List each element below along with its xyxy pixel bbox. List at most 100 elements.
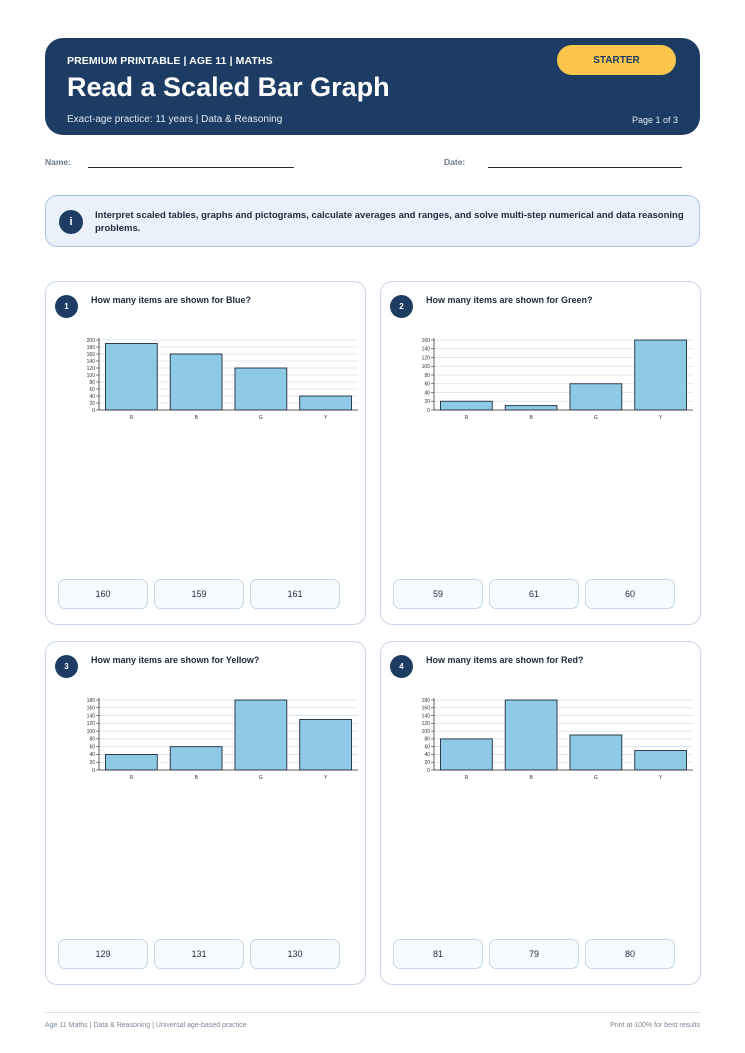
bar-r xyxy=(440,738,493,771)
y-tick-label: 140 xyxy=(422,347,431,353)
y-tick-label: 160 xyxy=(87,352,96,358)
bar-r xyxy=(440,400,493,411)
y-tick-label: 20 xyxy=(424,760,430,766)
y-tick-label: 140 xyxy=(422,713,431,719)
y-tick-label: 40 xyxy=(89,394,95,400)
info-text: Interpret scaled tables, graphs and pict… xyxy=(95,210,684,234)
y-tick-label: 200 xyxy=(87,338,96,344)
y-tick-label: 100 xyxy=(87,729,96,735)
answer-choice[interactable]: 59 xyxy=(393,579,483,609)
bar-r xyxy=(105,753,158,771)
y-tick-label: 180 xyxy=(87,345,96,351)
bar-chart: 0 20 40 60 80 100 120 140 160 R B G Y xyxy=(422,338,693,421)
bar-y xyxy=(299,718,352,771)
answer-choice[interactable]: 129 xyxy=(58,939,148,969)
y-tick-label: 100 xyxy=(87,373,96,379)
x-tick-label: R xyxy=(465,415,469,421)
answer-choice[interactable]: 159 xyxy=(154,579,244,609)
name-label: Name: xyxy=(45,157,71,167)
date-field[interactable] xyxy=(488,167,682,168)
y-tick-label: 0 xyxy=(92,408,95,414)
header-kicker: PREMIUM PRINTABLE | AGE 11 | MATHS xyxy=(67,55,273,67)
y-tick-label: 160 xyxy=(422,338,431,344)
y-tick-label: 100 xyxy=(422,729,431,735)
question-card-3: 3 How many items are shown for Yellow? 0… xyxy=(45,641,366,985)
bar-b xyxy=(504,699,558,771)
bar-b xyxy=(504,405,558,411)
y-tick-label: 40 xyxy=(424,390,430,396)
question-card-1: 1 How many items are shown for Blue? 0 20… xyxy=(45,281,366,625)
footer-left: Age 11 Maths | Data & Reasoning | Univer… xyxy=(45,1022,247,1029)
y-tick-label: 140 xyxy=(87,359,96,365)
y-tick-label: 0 xyxy=(92,768,95,774)
answer-choices: 81 79 80 xyxy=(393,939,675,969)
x-tick-label: Y xyxy=(659,415,663,421)
page-title: Read a Scaled Bar Graph xyxy=(67,72,390,102)
info-box: i Interpret scaled tables, graphs and pi… xyxy=(45,195,700,247)
answer-choices: 59 61 60 xyxy=(393,579,675,609)
x-tick-label: Y xyxy=(659,775,663,781)
answer-choice[interactable]: 79 xyxy=(489,939,579,969)
y-tick-label: 180 xyxy=(87,698,96,704)
y-tick-label: 120 xyxy=(422,355,431,361)
x-tick-label: B xyxy=(529,775,533,781)
page-indicator: Page 1 of 3 xyxy=(631,115,678,125)
y-tick-label: 20 xyxy=(424,399,430,405)
answer-choice[interactable]: 160 xyxy=(58,579,148,609)
level-badge: STARTER xyxy=(557,45,676,75)
name-field[interactable] xyxy=(88,167,294,168)
x-tick-label: G xyxy=(259,775,263,781)
y-tick-label: 100 xyxy=(422,364,431,370)
x-tick-label: R xyxy=(465,775,469,781)
y-tick-label: 80 xyxy=(89,737,95,743)
y-tick-label: 80 xyxy=(89,380,95,386)
question-number: 3 xyxy=(55,655,78,678)
answer-choice[interactable]: 130 xyxy=(250,939,340,969)
question-card-4: 4 How many items are shown for Red? 0 20 4… xyxy=(380,641,701,985)
question-text: How many items are shown for Green? xyxy=(426,295,593,305)
x-tick-label: Y xyxy=(324,775,328,781)
bar-y xyxy=(634,750,687,771)
y-tick-label: 140 xyxy=(87,713,96,719)
y-tick-label: 20 xyxy=(89,760,95,766)
answer-choice[interactable]: 60 xyxy=(585,579,675,609)
y-tick-label: 40 xyxy=(424,752,430,758)
bar-g xyxy=(234,367,288,411)
answer-choice[interactable]: 81 xyxy=(393,939,483,969)
answer-choice[interactable]: 131 xyxy=(154,939,244,969)
question-number: 2 xyxy=(390,295,413,318)
answer-choice[interactable]: 161 xyxy=(250,579,340,609)
y-tick-label: 0 xyxy=(427,408,430,414)
y-tick-label: 20 xyxy=(89,401,95,407)
x-tick-label: R xyxy=(130,775,134,781)
y-tick-label: 60 xyxy=(89,387,95,393)
footer-divider xyxy=(45,1012,700,1013)
y-tick-label: 40 xyxy=(89,752,95,758)
x-tick-label: B xyxy=(194,775,198,781)
y-tick-label: 120 xyxy=(87,366,96,372)
y-tick-label: 160 xyxy=(422,706,431,712)
question-text: How many items are shown for Red? xyxy=(426,655,584,665)
x-tick-label: Y xyxy=(324,415,328,421)
bar-b xyxy=(169,746,223,771)
bar-g xyxy=(234,699,288,771)
y-tick-label: 120 xyxy=(87,721,96,727)
answer-choice[interactable]: 80 xyxy=(585,939,675,969)
bar-g xyxy=(569,383,623,411)
x-tick-label: G xyxy=(594,415,598,421)
answer-choice[interactable]: 61 xyxy=(489,579,579,609)
x-tick-label: B xyxy=(194,415,198,421)
y-tick-label: 80 xyxy=(424,737,430,743)
y-tick-label: 180 xyxy=(422,698,431,704)
question-number: 4 xyxy=(390,655,413,678)
worksheet-header: PREMIUM PRINTABLE | AGE 11 | MATHS Read … xyxy=(45,38,700,135)
bar-g xyxy=(569,734,623,771)
bar-r xyxy=(105,343,158,411)
question-number: 1 xyxy=(55,295,78,318)
bar-y xyxy=(634,339,687,411)
question-text: How many items are shown for Blue? xyxy=(91,295,252,305)
y-tick-label: 160 xyxy=(87,706,96,712)
